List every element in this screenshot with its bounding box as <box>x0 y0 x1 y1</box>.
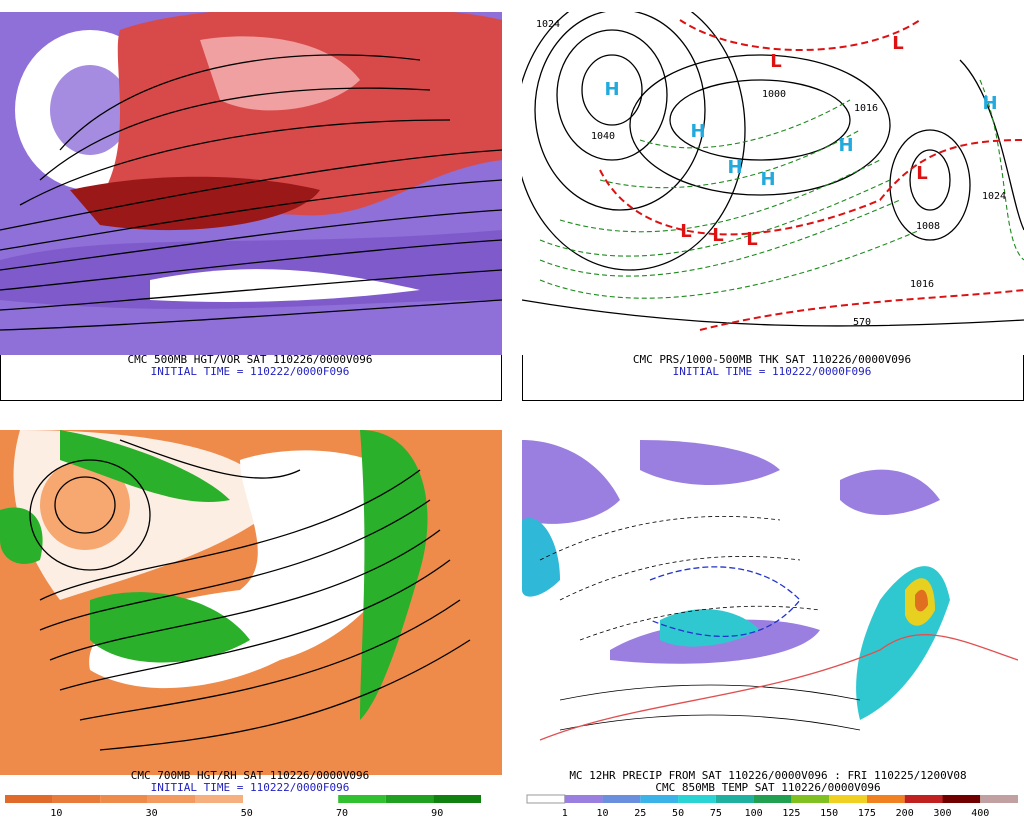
colorbar-swatch <box>100 795 148 803</box>
colorbar-label: 25 <box>634 808 646 819</box>
high-label: H <box>604 79 619 100</box>
panel-caption: CMC 500MB HGT/VOR SAT 110226/0000V096 <box>127 353 372 366</box>
colorbar-label: 200 <box>896 808 914 819</box>
colorbar-swatch <box>791 795 830 803</box>
high-label: H <box>760 169 775 190</box>
colorbar-swatch <box>195 795 243 803</box>
colorbar-label: 1 <box>562 808 568 819</box>
low-label: L <box>916 163 927 184</box>
panel-initial-time: INITIAL TIME = 110222/0000F096 <box>151 365 350 378</box>
isobar-label: 1016 <box>854 103 878 114</box>
map-pressure <box>522 12 1024 355</box>
low-label: L <box>746 229 757 250</box>
colorbar-swatch <box>602 795 641 803</box>
colorbar-label: 150 <box>820 808 838 819</box>
colorbar-swatch <box>715 795 754 803</box>
colorbar-label: 70 <box>336 808 348 819</box>
colorbar-swatch <box>5 795 53 803</box>
thickness-label: 570 <box>853 317 871 328</box>
colorbar-label: 75 <box>710 808 722 819</box>
low-label: L <box>892 33 903 54</box>
colorbar-swatch <box>564 795 603 803</box>
high-label: H <box>690 121 705 142</box>
colorbar-swatch <box>385 795 434 803</box>
colorbar-label: 90 <box>431 808 443 819</box>
colorbar-swatch <box>526 794 566 804</box>
panel-caption: CMC 700MB HGT/RH SAT 110226/0000V096 <box>131 769 369 782</box>
panel-caption: CMC PRS/1000-500MB THK SAT 110226/0000V0… <box>633 353 911 366</box>
colorbar-swatch <box>243 795 291 803</box>
isobar-label: 1024 <box>536 19 560 30</box>
high-label: H <box>982 93 997 114</box>
colorbar-swatch <box>338 795 386 803</box>
pressure-labels: H H H H H H L L L L L L 1040 1024 1024 1… <box>536 19 1006 328</box>
colorbar-swatch <box>829 795 867 803</box>
isobar-label: 1000 <box>762 89 786 100</box>
colorbar-label: 10 <box>50 808 62 819</box>
colorbar-swatch <box>942 795 981 803</box>
colorbar-swatch <box>433 795 481 803</box>
panel-initial-time: INITIAL TIME = 110222/0000F096 <box>151 781 350 794</box>
colorbar-label: 400 <box>971 808 989 819</box>
high-label: H <box>838 135 853 156</box>
low-label: L <box>680 221 691 242</box>
colorbar-swatch <box>678 795 716 803</box>
isobar-label: 1040 <box>591 131 615 142</box>
colorbar-swatch <box>640 795 679 803</box>
colorbar-swatch <box>904 795 943 803</box>
colorbar-label: 100 <box>745 808 763 819</box>
low-label: L <box>712 225 723 246</box>
colorbar-label: 30 <box>146 808 158 819</box>
colorbar-swatch <box>753 795 792 803</box>
colorbar-label: 300 <box>933 808 951 819</box>
colorbar-swatch <box>866 795 905 803</box>
rh-colorbar: 10 30 50 70 90 <box>5 795 481 819</box>
colorbar-label: 175 <box>858 808 876 819</box>
colorbar-label: 125 <box>782 808 800 819</box>
panel-caption: MC 12HR PRECIP FROM SAT 110226/0000V096 … <box>569 769 966 782</box>
map-precip <box>522 430 1018 770</box>
map-700mb <box>0 430 502 775</box>
isobar-label: 1008 <box>916 221 940 232</box>
colorbar-swatch <box>980 795 1018 803</box>
colorbar-swatch <box>290 795 339 803</box>
isobar-label: 1024 <box>982 191 1006 202</box>
colorbar-swatch <box>147 795 196 803</box>
colorbar-label: 50 <box>241 808 253 819</box>
map-500mb <box>0 12 502 355</box>
isobar-label: 1016 <box>910 279 934 290</box>
colorbar-label: 10 <box>597 808 609 819</box>
low-label: L <box>770 51 781 72</box>
panel-subcaption: CMC 850MB TEMP SAT 110226/0000V096 <box>655 781 880 794</box>
colorbar-label: 50 <box>672 808 684 819</box>
panel-initial-time: INITIAL TIME = 110222/0000F096 <box>673 365 872 378</box>
colorbar-swatch <box>52 795 101 803</box>
precip-colorbar: 1 10 25 50 75 100 125 150 175 200 300 400 <box>526 794 1018 819</box>
high-label: H <box>727 157 742 178</box>
